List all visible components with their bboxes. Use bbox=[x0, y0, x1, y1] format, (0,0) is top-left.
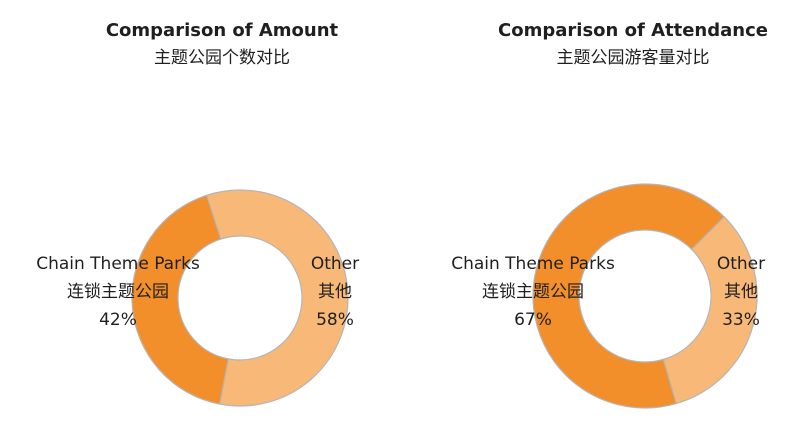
slice-other bbox=[662, 215, 758, 405]
slice-label-chain: Chain Theme Parks 连锁主题公园 42% bbox=[36, 250, 200, 334]
chart-subtitle: 主题公园游客量对比 bbox=[556, 48, 710, 68]
amount-donut-chart bbox=[131, 189, 349, 407]
attendance-donut-chart bbox=[532, 183, 758, 409]
slice-label-chain: Chain Theme Parks 连锁主题公园 67% bbox=[451, 250, 615, 334]
slice-other bbox=[205, 189, 349, 407]
attendance-chart-panel: Comparison of Attendance 主题公园游客量对比 Chain… bbox=[400, 0, 800, 446]
slice-value-label: 33% bbox=[722, 310, 760, 330]
slice-label-cn: 连锁主题公园 bbox=[481, 282, 584, 302]
slice-value-label: 67% bbox=[514, 310, 552, 330]
slice-value-label: 58% bbox=[316, 310, 354, 330]
slice-label-cn: 其他 bbox=[724, 282, 758, 302]
slice-label-en: Other bbox=[716, 254, 766, 274]
slice-value-label: 42% bbox=[99, 310, 137, 330]
slice-label-other: Other 其他 58% bbox=[311, 250, 359, 334]
amount-chart-panel: Comparison of Amount 主题公园个数对比 Chain Them… bbox=[36, 20, 359, 407]
chart-title: Comparison of Attendance bbox=[498, 20, 768, 41]
slice-label-other: Other 其他 33% bbox=[717, 250, 765, 334]
slice-label-en: Chain Theme Parks bbox=[451, 254, 615, 274]
chart-subtitle: 主题公园个数对比 bbox=[154, 48, 290, 68]
slice-label-en: Other bbox=[310, 254, 360, 274]
slice-chain-theme-parks bbox=[532, 183, 726, 409]
slice-label-cn: 连锁主题公园 bbox=[66, 282, 169, 302]
slice-label-en: Chain Theme Parks bbox=[36, 254, 200, 274]
slice-chain-theme-parks bbox=[131, 194, 230, 405]
chart-title: Comparison of Amount bbox=[105, 20, 339, 41]
slice-label-cn: 其他 bbox=[318, 282, 352, 302]
